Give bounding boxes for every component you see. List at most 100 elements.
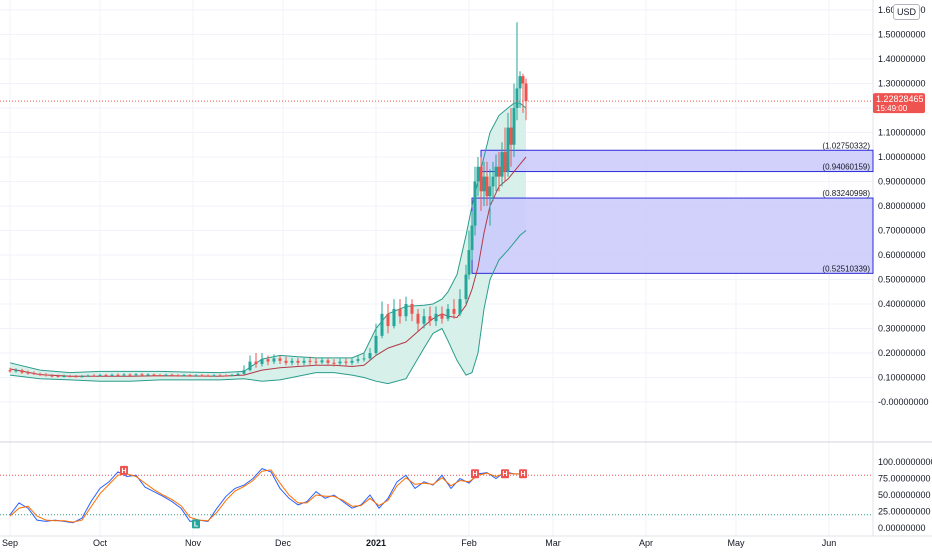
candle-body bbox=[524, 83, 528, 102]
signal-marker-label: L bbox=[194, 521, 199, 528]
last-price-badge bbox=[873, 93, 925, 114]
candle-body bbox=[515, 88, 519, 108]
candle-body bbox=[26, 372, 30, 374]
stoch-k-line bbox=[9, 468, 526, 524]
price-axis-tick: 0.40000000 bbox=[878, 299, 926, 309]
price-axis-tick: 0.30000000 bbox=[878, 324, 926, 334]
price-axis-tick: 0.70000000 bbox=[878, 226, 926, 236]
price-axis-tick: 1.00000000 bbox=[878, 152, 926, 162]
candle-body bbox=[266, 359, 270, 362]
candle-body bbox=[320, 360, 324, 363]
candle-body bbox=[224, 375, 228, 377]
candle-body bbox=[230, 375, 234, 377]
oscillator-axis-tick: 75.00000000 bbox=[878, 474, 931, 484]
candle-body bbox=[8, 370, 12, 372]
price-axis-tick: 1.50000000 bbox=[878, 30, 926, 40]
time-axis-label: Dec bbox=[275, 538, 292, 548]
candle-body bbox=[386, 313, 390, 327]
candle-body bbox=[350, 360, 354, 363]
candle-body bbox=[98, 375, 102, 377]
candle-body bbox=[344, 361, 348, 363]
candle-body bbox=[188, 375, 192, 377]
price-axis-tick: 0.90000000 bbox=[878, 177, 926, 187]
zone-top-label: (1.02750332) bbox=[822, 141, 870, 150]
price-axis-tick: 0.60000000 bbox=[878, 250, 926, 260]
candle-body bbox=[158, 375, 162, 377]
price-zone-2 bbox=[471, 197, 874, 274]
bollinger-lower-line bbox=[9, 230, 527, 385]
price-axis-tick: 0.10000000 bbox=[878, 373, 926, 383]
price-axis-tick: 0.50000000 bbox=[878, 275, 926, 285]
candle-body bbox=[206, 375, 210, 377]
time-axis-label: 2021 bbox=[366, 538, 386, 548]
candle-body bbox=[302, 360, 306, 363]
candle-body bbox=[512, 108, 516, 145]
candle-body bbox=[491, 176, 495, 187]
candle-body bbox=[497, 166, 501, 177]
candle-body bbox=[404, 304, 408, 317]
candle-body bbox=[479, 166, 483, 192]
zone-bottom-label: (0.52510339) bbox=[822, 264, 870, 273]
time-axis-label: May bbox=[727, 538, 745, 548]
candle-body bbox=[134, 374, 138, 376]
price-axis-tick: 1.10000000 bbox=[878, 128, 926, 138]
bollinger-basis-line bbox=[9, 156, 527, 377]
candle-body bbox=[122, 374, 126, 376]
candle-body bbox=[212, 375, 216, 377]
candle-body bbox=[314, 361, 318, 363]
candle-body bbox=[62, 376, 66, 378]
candle-body bbox=[422, 316, 426, 324]
candle-body bbox=[218, 375, 222, 377]
candle-body bbox=[392, 308, 396, 327]
candle-body bbox=[356, 359, 360, 361]
candle-body bbox=[248, 361, 252, 371]
time-axis-label: Apr bbox=[639, 538, 653, 548]
price-axis-tick: 0.80000000 bbox=[878, 201, 926, 211]
candle-body bbox=[446, 308, 450, 319]
last-price-value: 1.22828465 bbox=[876, 94, 924, 104]
candle-body bbox=[452, 308, 456, 314]
candle-body bbox=[116, 374, 120, 376]
bollinger-band-fill bbox=[10, 103, 526, 384]
stoch-d-line bbox=[9, 469, 526, 523]
candle-body bbox=[509, 127, 513, 145]
candle-body bbox=[38, 373, 42, 375]
time-axis-label: Nov bbox=[185, 538, 202, 548]
candle-body bbox=[410, 304, 414, 314]
candle-body bbox=[440, 313, 444, 319]
candle-body bbox=[164, 374, 168, 376]
candle-body bbox=[488, 186, 492, 197]
currency-badge[interactable]: USD bbox=[893, 4, 921, 20]
candle-body bbox=[68, 376, 72, 378]
candle-body bbox=[470, 225, 474, 251]
time-axis-label: Feb bbox=[461, 538, 477, 548]
candle-body bbox=[485, 176, 489, 197]
time-axis-label: Oct bbox=[93, 538, 108, 548]
candle-body bbox=[296, 360, 300, 363]
candle-body bbox=[74, 376, 78, 378]
candle-body bbox=[50, 375, 54, 377]
time-axis-label: Jun bbox=[822, 538, 837, 548]
candle-body bbox=[518, 76, 522, 89]
candle-body bbox=[458, 299, 462, 314]
signal-marker bbox=[519, 469, 527, 479]
candle-body bbox=[254, 361, 258, 365]
candle-body bbox=[476, 166, 480, 182]
time-axis-label: Sep bbox=[2, 538, 18, 548]
candle-body bbox=[503, 152, 507, 172]
candle-body bbox=[338, 361, 342, 364]
signal-marker-label: H bbox=[520, 471, 525, 478]
zone-top-label: (0.83240998) bbox=[822, 189, 870, 198]
oscillator-axis-tick: 0.00000000 bbox=[878, 523, 926, 533]
candle-body bbox=[521, 76, 525, 84]
candle-body bbox=[86, 375, 90, 377]
candle-body bbox=[473, 181, 477, 226]
candle-body bbox=[194, 375, 198, 377]
candle-body bbox=[80, 376, 84, 378]
candle-body bbox=[236, 373, 240, 376]
candle-body bbox=[326, 360, 330, 363]
last-price-countdown: 15:49:00 bbox=[876, 104, 908, 113]
candle-body bbox=[20, 370, 24, 373]
